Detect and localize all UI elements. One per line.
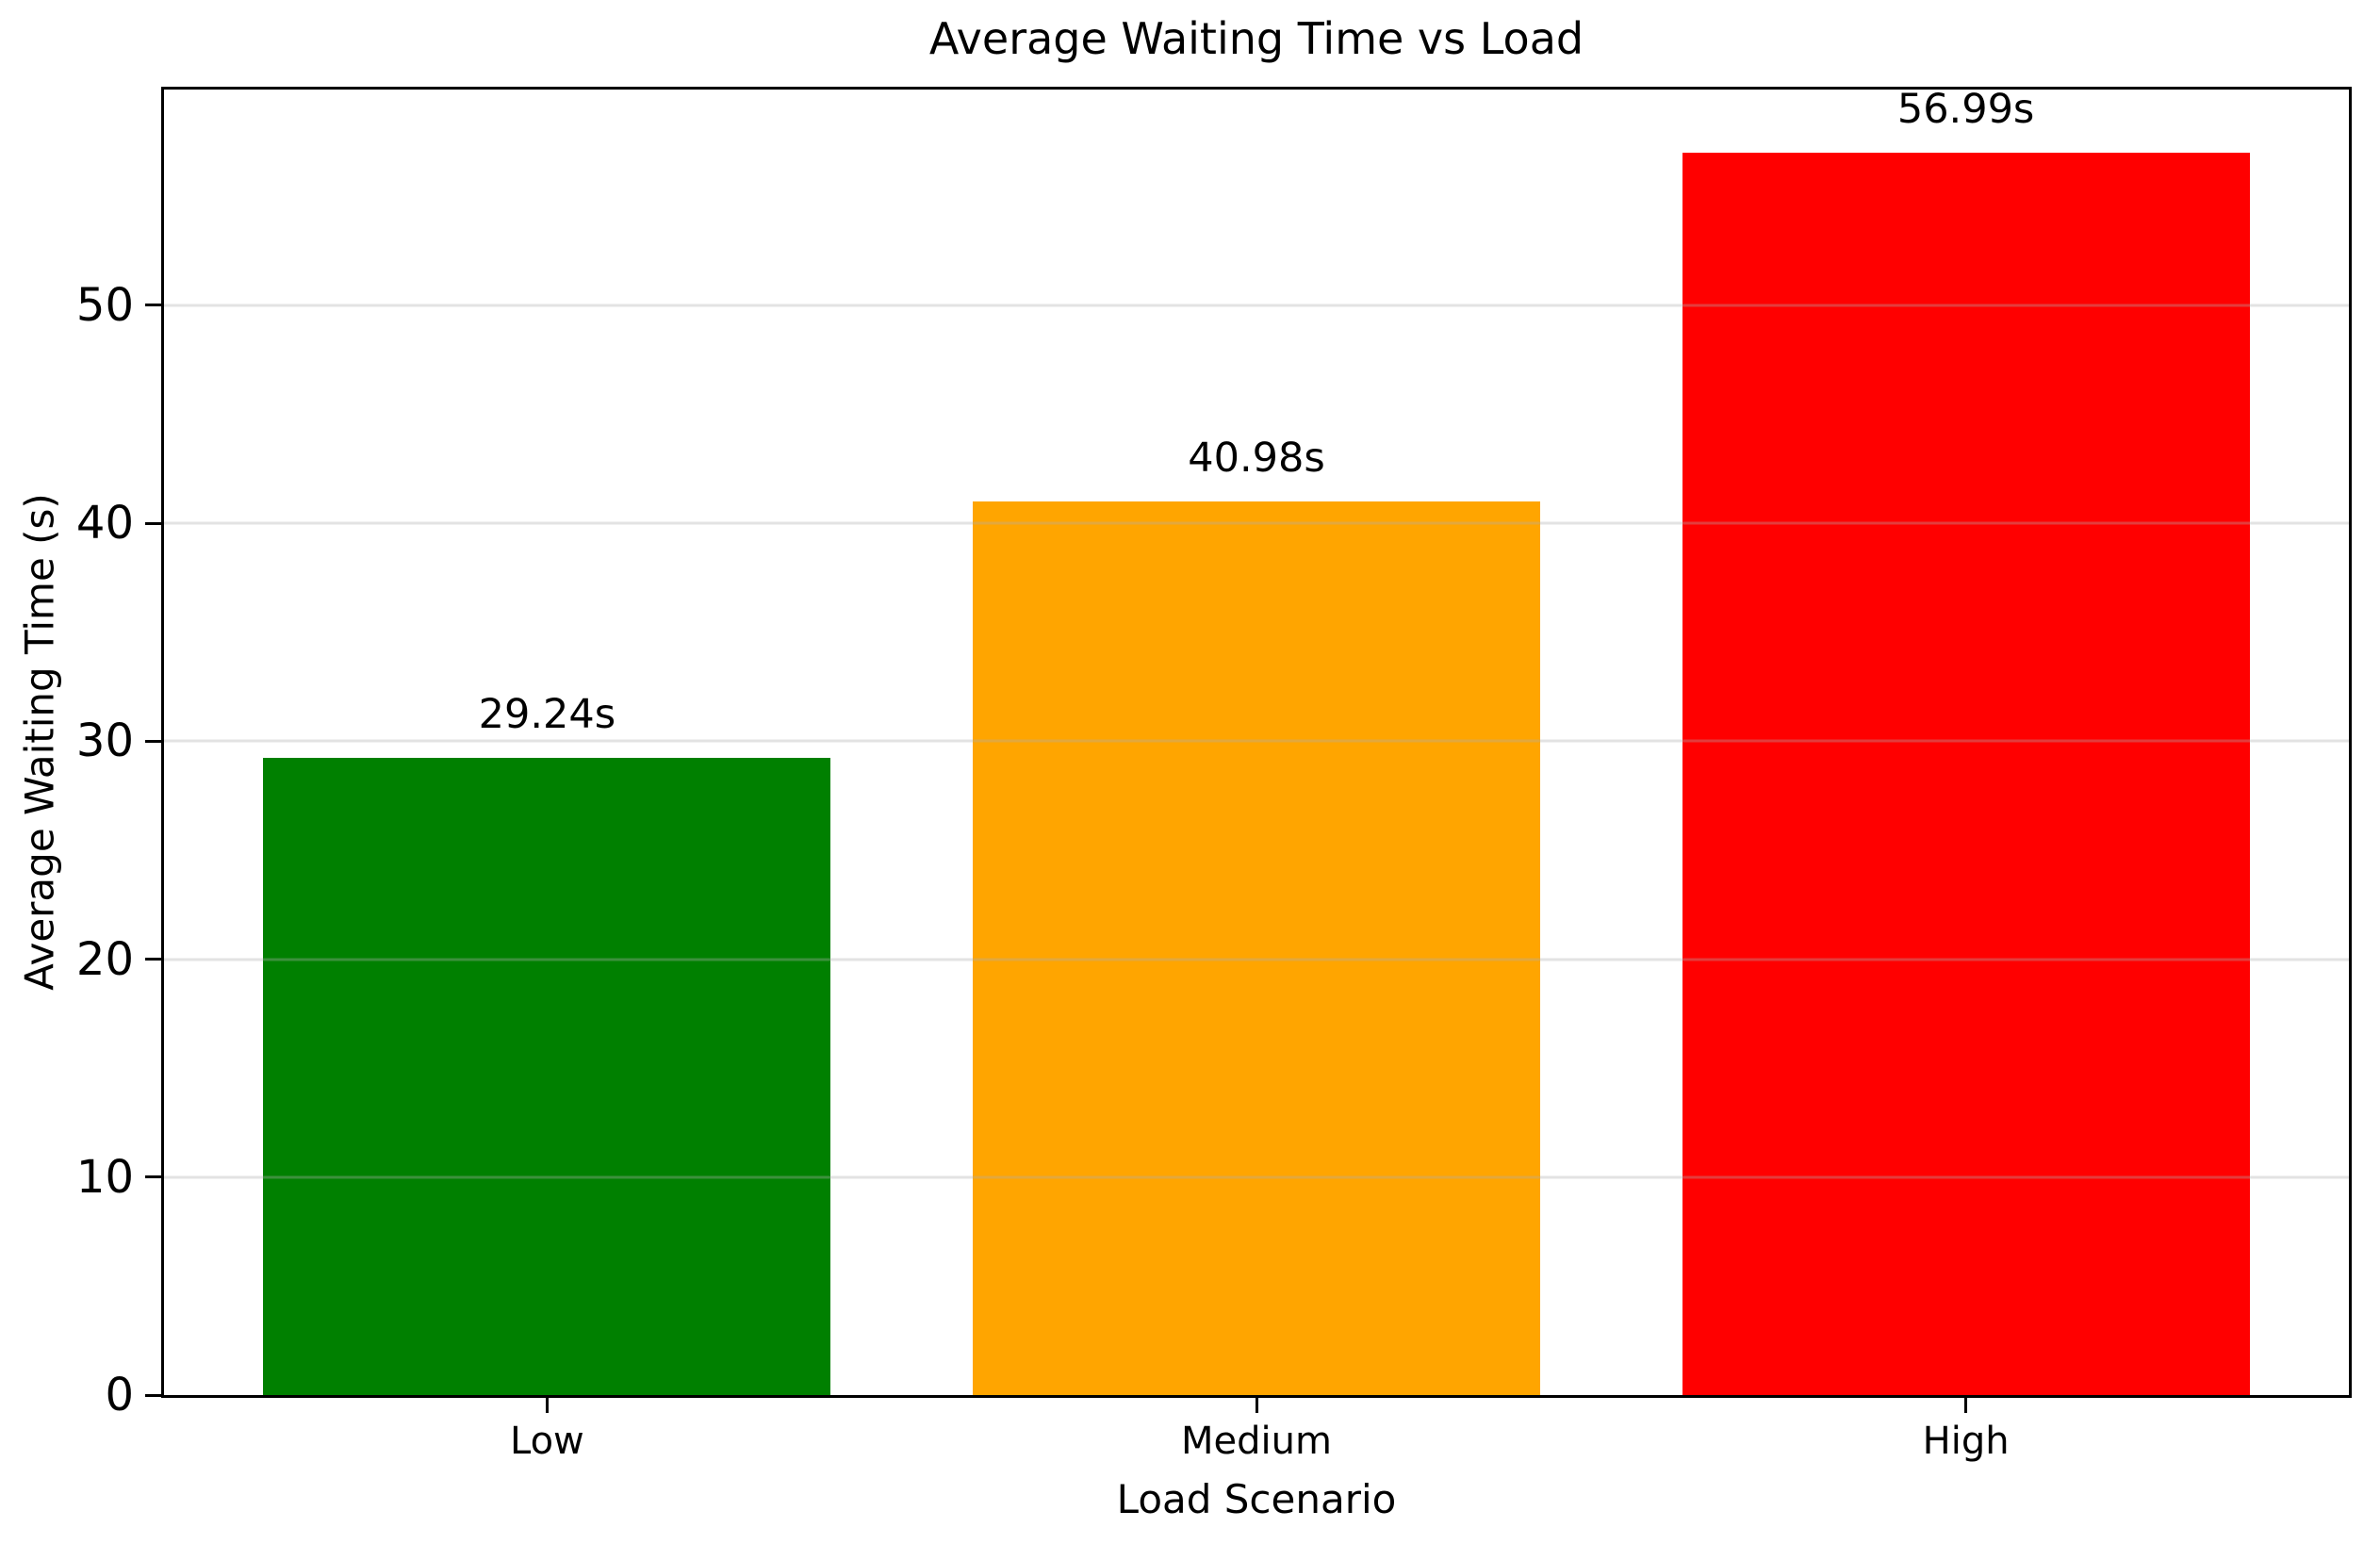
- gridline-y20: [164, 958, 2349, 961]
- gridline-y40: [164, 521, 2349, 525]
- x-tick-mark-medium: [1255, 1398, 1258, 1413]
- x-tick-label-high: High: [1922, 1420, 2010, 1463]
- gridline-y10: [164, 1175, 2349, 1179]
- bar-low: [263, 757, 831, 1395]
- chart-title: Average Waiting Time vs Load: [928, 13, 1584, 64]
- gridline-y30: [164, 739, 2349, 743]
- value-label-low: 29.24s: [478, 690, 616, 738]
- y-tick-label-40: 40: [75, 497, 134, 550]
- y-tick-mark-50: [145, 304, 161, 307]
- value-label-high: 56.99s: [1896, 86, 2035, 133]
- y-tick-mark-20: [145, 958, 161, 961]
- y-tick-label-20: 20: [75, 932, 134, 986]
- y-tick-mark-0: [145, 1393, 161, 1397]
- x-tick-label-low: Low: [510, 1420, 584, 1463]
- y-tick-mark-30: [145, 739, 161, 743]
- x-axis-label: Load Scenario: [1116, 1476, 1397, 1522]
- y-tick-label-50: 50: [75, 278, 134, 332]
- bar-high: [1682, 153, 2250, 1395]
- plot-area: 29.24s 40.98s 56.99s: [161, 87, 2352, 1398]
- x-tick-mark-high: [1964, 1398, 1968, 1413]
- bar-medium: [972, 501, 1541, 1395]
- y-tick-label-30: 30: [75, 715, 134, 768]
- x-tick-mark-low: [545, 1398, 549, 1413]
- y-tick-mark-10: [145, 1175, 161, 1179]
- y-tick-label-0: 0: [105, 1369, 134, 1421]
- gridline-y50: [164, 304, 2349, 307]
- y-tick-label-10: 10: [75, 1150, 134, 1204]
- value-label-medium: 40.98s: [1188, 435, 1325, 483]
- y-tick-mark-40: [145, 521, 161, 525]
- x-tick-label-medium: Medium: [1181, 1420, 1332, 1463]
